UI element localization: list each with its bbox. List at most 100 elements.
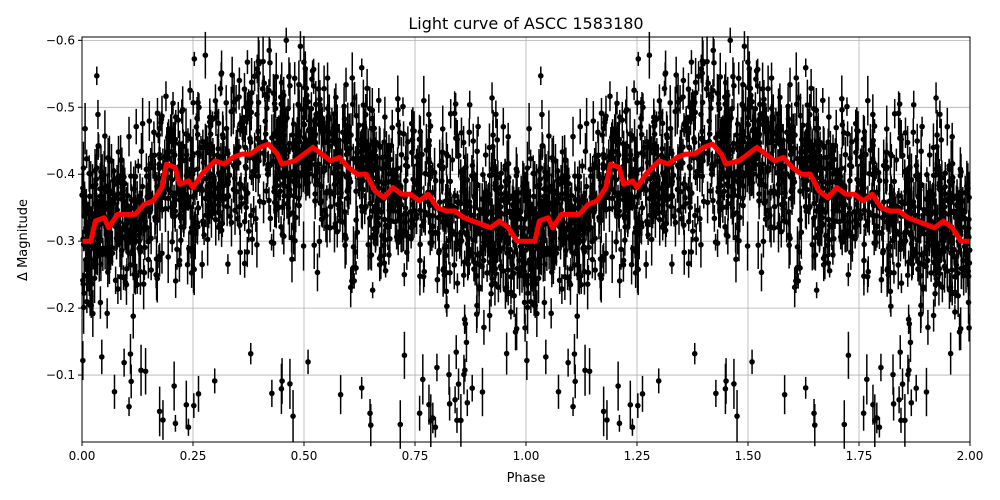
data-point	[463, 339, 470, 346]
data-point	[202, 144, 209, 151]
data-point	[570, 133, 576, 140]
data-point	[735, 75, 742, 82]
data-point	[351, 278, 357, 284]
data-point	[264, 105, 270, 112]
data-point	[208, 208, 215, 215]
data-point	[556, 277, 563, 284]
data-point	[473, 311, 480, 317]
data-point	[324, 224, 330, 230]
data-point	[269, 390, 275, 397]
data-point	[312, 161, 318, 168]
data-point	[488, 209, 494, 215]
data-point	[260, 150, 267, 156]
data-point	[480, 171, 486, 178]
data-point	[489, 95, 495, 101]
data-point	[170, 142, 177, 148]
data-point	[278, 386, 285, 392]
data-point	[248, 109, 255, 116]
data-point	[895, 110, 902, 117]
data-point	[717, 74, 724, 80]
data-point	[287, 140, 293, 147]
data-point	[332, 171, 339, 177]
data-point	[382, 222, 389, 229]
data-point	[93, 165, 100, 171]
data-point	[200, 218, 206, 225]
data-point	[376, 261, 383, 268]
data-point	[504, 161, 510, 167]
data-point	[381, 139, 387, 145]
data-point	[807, 203, 813, 210]
data-point	[318, 183, 325, 189]
data-point	[114, 176, 120, 182]
data-point	[768, 75, 775, 81]
data-point	[297, 43, 304, 50]
data-point	[126, 133, 132, 140]
data-point	[373, 218, 379, 224]
data-point	[281, 233, 287, 240]
data-point	[160, 417, 166, 423]
data-point	[195, 391, 202, 397]
data-point	[570, 403, 576, 410]
data-point	[167, 189, 174, 196]
data-point	[198, 186, 205, 192]
data-point	[202, 52, 209, 59]
data-point	[262, 131, 269, 137]
data-point	[590, 118, 597, 124]
data-point	[933, 95, 939, 101]
data-point	[453, 246, 460, 253]
data-point	[803, 178, 810, 184]
data-point	[704, 199, 711, 206]
data-point	[267, 215, 274, 222]
data-point	[270, 158, 277, 165]
data-point	[341, 103, 347, 110]
data-point	[330, 125, 337, 131]
data-point	[400, 103, 406, 110]
data-point	[800, 122, 806, 129]
data-point	[567, 281, 574, 288]
data-point	[154, 217, 161, 224]
data-point	[247, 135, 253, 142]
data-point	[136, 199, 143, 205]
data-point	[97, 299, 104, 306]
data-point	[202, 195, 209, 202]
data-point	[123, 281, 130, 288]
data-point	[956, 329, 963, 335]
data-point	[358, 147, 365, 154]
data-point	[693, 236, 699, 243]
data-point	[494, 226, 501, 232]
data-point	[734, 413, 740, 419]
data-point	[359, 208, 366, 215]
data-point	[81, 290, 87, 296]
data-point	[711, 60, 717, 66]
data-point	[251, 73, 258, 80]
data-point	[913, 385, 920, 391]
data-point	[639, 150, 645, 156]
data-point	[349, 75, 356, 81]
data-point	[505, 267, 511, 273]
data-point	[416, 410, 423, 417]
data-point	[451, 110, 458, 117]
data-point	[276, 169, 282, 176]
data-point	[310, 127, 317, 134]
data-point	[316, 238, 323, 245]
data-point	[212, 216, 219, 223]
data-point	[173, 191, 180, 198]
data-point	[451, 262, 458, 268]
data-point	[311, 242, 318, 248]
data-point	[826, 114, 832, 120]
data-point	[337, 199, 343, 206]
data-point	[870, 111, 876, 118]
data-point	[208, 141, 214, 147]
data-point	[287, 82, 293, 89]
data-point	[284, 200, 290, 207]
data-point	[845, 352, 852, 359]
data-point	[263, 188, 270, 194]
data-point	[170, 100, 176, 107]
data-point	[170, 213, 176, 220]
data-point	[627, 401, 634, 408]
data-point	[183, 401, 190, 408]
data-point	[336, 163, 342, 170]
data-point	[220, 153, 227, 159]
data-point	[93, 73, 100, 79]
data-point	[238, 181, 244, 188]
